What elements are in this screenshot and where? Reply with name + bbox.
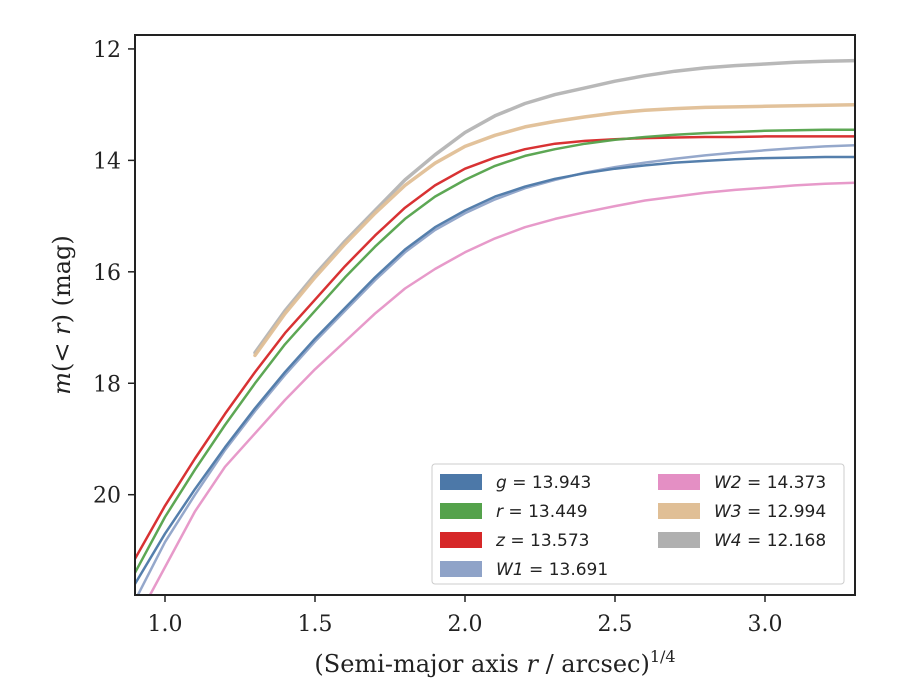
legend-label-r: r = 13.449 [496, 502, 588, 522]
legend-equals: = [503, 502, 528, 522]
series-line-w1 [136, 144, 855, 595]
y-tick-label: 18 [93, 372, 121, 397]
x-axis-label-exponent: 1/4 [650, 647, 676, 666]
legend-frame [431, 463, 845, 585]
legend-swatch-g [440, 474, 482, 490]
legend-value: 13.449 [528, 502, 587, 522]
legend: g = 13.943 r = 13.449 z = 13.573 W1 = 13.69… [431, 463, 845, 585]
legend-value: 13.943 [532, 473, 591, 493]
series-line-w4 [253, 58, 855, 355]
legend-value: 12.994 [767, 502, 826, 522]
x-axis-label-var: r [526, 650, 539, 678]
legend-equals: = [742, 531, 767, 551]
legend-value: 13.691 [549, 560, 608, 580]
series-line-w2 [148, 181, 855, 595]
legend-band: W4 [714, 531, 742, 551]
x-axis-ticks: 1.0 1.5 2.0 2.5 3.0 [148, 595, 783, 637]
series-line-w3 [253, 102, 855, 358]
y-tick-label: 20 [93, 484, 121, 509]
x-tick-label: 2.0 [448, 612, 483, 637]
y-axis-label-mid2: ) (mag) [48, 235, 76, 323]
legend-equals: = [524, 560, 549, 580]
curves-group [135, 58, 855, 595]
y-axis-label-mid1: (< [48, 335, 76, 372]
y-tick-label: 16 [93, 261, 121, 286]
x-axis-label-post: / arcsec) [538, 650, 650, 678]
legend-swatch-w1 [440, 561, 482, 577]
legend-label-z: z = 13.573 [495, 531, 589, 551]
x-axis-label: (Semi-major axis r / arcsec)1/4 [314, 647, 675, 678]
plot-frame [134, 34, 856, 596]
legend-equals: = [742, 502, 767, 522]
legend-value: 13.573 [530, 531, 589, 551]
legend-band: W1 [496, 560, 524, 580]
legend-label-w2: W2 = 14.373 [714, 473, 826, 493]
x-tick-label: 2.5 [598, 612, 633, 637]
legend-swatch-z [440, 532, 482, 548]
legend-band: W2 [714, 473, 742, 493]
y-axis-label-var2: r [48, 322, 76, 335]
x-axis-label-pre: (Semi-major axis [314, 650, 526, 678]
legend-label-w1: W1 = 13.691 [496, 560, 608, 580]
y-axis-label: m(< r) (mag) [48, 235, 76, 395]
legend-swatch-r [440, 503, 482, 519]
legend-band: g [496, 473, 507, 493]
legend-band: W3 [714, 502, 742, 522]
legend-equals: = [505, 531, 530, 551]
legend-value: 14.373 [767, 473, 826, 493]
x-tick-label: 1.0 [148, 612, 183, 637]
y-axis-ticks: 12 14 16 18 20 [93, 38, 135, 509]
x-tick-label: 3.0 [748, 612, 783, 637]
x-tick-label: 1.5 [298, 612, 333, 637]
legend-swatch-w2 [658, 474, 700, 490]
series-line-g [135, 155, 855, 586]
legend-equals: = [507, 473, 532, 493]
y-tick-label: 14 [93, 149, 121, 174]
series-line-r [135, 128, 855, 574]
series-line-z [135, 135, 855, 561]
y-axis-label-var1: m [48, 372, 76, 395]
legend-band: r [496, 502, 504, 522]
legend-label-g: g = 13.943 [496, 473, 591, 493]
legend-label-w3: W3 = 12.994 [714, 502, 826, 522]
legend-band: z [495, 531, 506, 551]
legend-equals: = [742, 473, 767, 493]
legend-swatch-w3 [658, 503, 700, 519]
legend-label-w4: W4 = 12.168 [714, 531, 826, 551]
legend-swatch-w4 [658, 532, 700, 548]
legend-value: 12.168 [767, 531, 826, 551]
y-tick-label: 12 [93, 38, 121, 63]
